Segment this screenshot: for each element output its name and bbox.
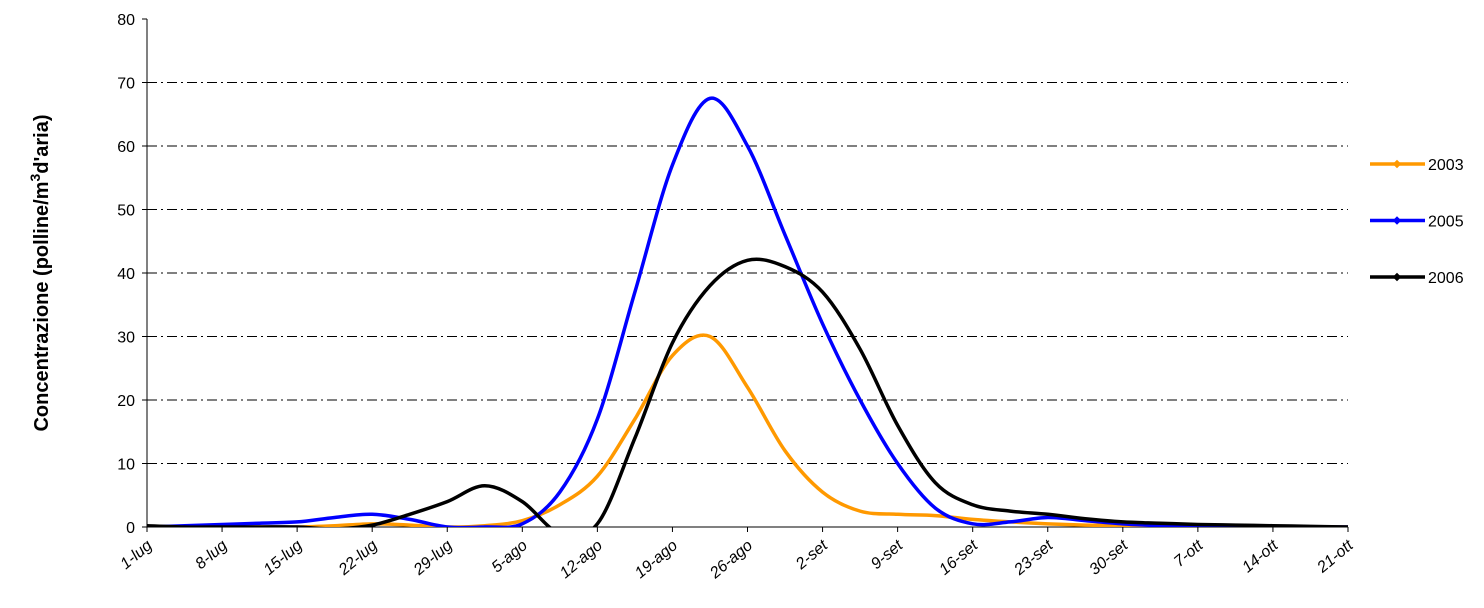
- legend-marker: [1392, 159, 1402, 169]
- x-tick-label: 19-ago: [632, 537, 681, 582]
- y-tick-label: 10: [117, 457, 135, 474]
- legend-label: 2005: [1428, 214, 1464, 231]
- x-tick-label: 8-lug: [192, 537, 230, 573]
- x-tick-label: 26-ago: [706, 537, 756, 583]
- y-axis-title: Concentrazione (polline/m3d'aria): [27, 114, 53, 431]
- legend-marker: [1392, 272, 1402, 282]
- x-tick-label: 1-lug: [117, 537, 155, 573]
- legend-label: 2006: [1428, 270, 1464, 287]
- x-tick-label: 2-set: [792, 537, 831, 574]
- series-line: [147, 257, 1349, 527]
- legend-marker: [1392, 216, 1402, 225]
- x-tick-label: 23-set: [1011, 537, 1057, 580]
- y-tick-label: 50: [117, 203, 135, 220]
- y-tick-label: 0: [126, 520, 135, 537]
- x-tick-label: 21-ott: [1314, 537, 1357, 577]
- y-tick-label: 40: [117, 266, 135, 283]
- y-tick-label: 20: [117, 393, 135, 410]
- legend-label: 2003: [1428, 157, 1464, 174]
- x-tick-label: 7-ott: [1171, 537, 1207, 571]
- y-tick-label: 70: [117, 76, 135, 93]
- x-tick-label: 22-lug: [335, 537, 381, 579]
- x-tick-label: 5-ago: [489, 537, 531, 576]
- x-tick-label: 16-set: [936, 537, 981, 579]
- x-tick-label: 29-lug: [410, 537, 456, 579]
- y-tick-label: 30: [117, 330, 135, 347]
- y-label-part: Concentrazione (polline/m: [31, 181, 53, 431]
- y-label-sup: 3: [27, 173, 43, 181]
- x-tick-label: 12-ago: [557, 537, 606, 582]
- series-line: [147, 333, 1348, 527]
- y-label-part: d'aria): [31, 114, 53, 173]
- x-tick-label: 9-set: [868, 537, 907, 573]
- x-tick-label: 30-set: [1086, 537, 1131, 579]
- x-tick-label: 15-lug: [261, 537, 306, 579]
- y-tick-label: 60: [117, 139, 135, 156]
- series-line: [147, 96, 1348, 527]
- x-tick-label: 14-ott: [1239, 537, 1282, 577]
- y-tick-label: 80: [117, 12, 135, 29]
